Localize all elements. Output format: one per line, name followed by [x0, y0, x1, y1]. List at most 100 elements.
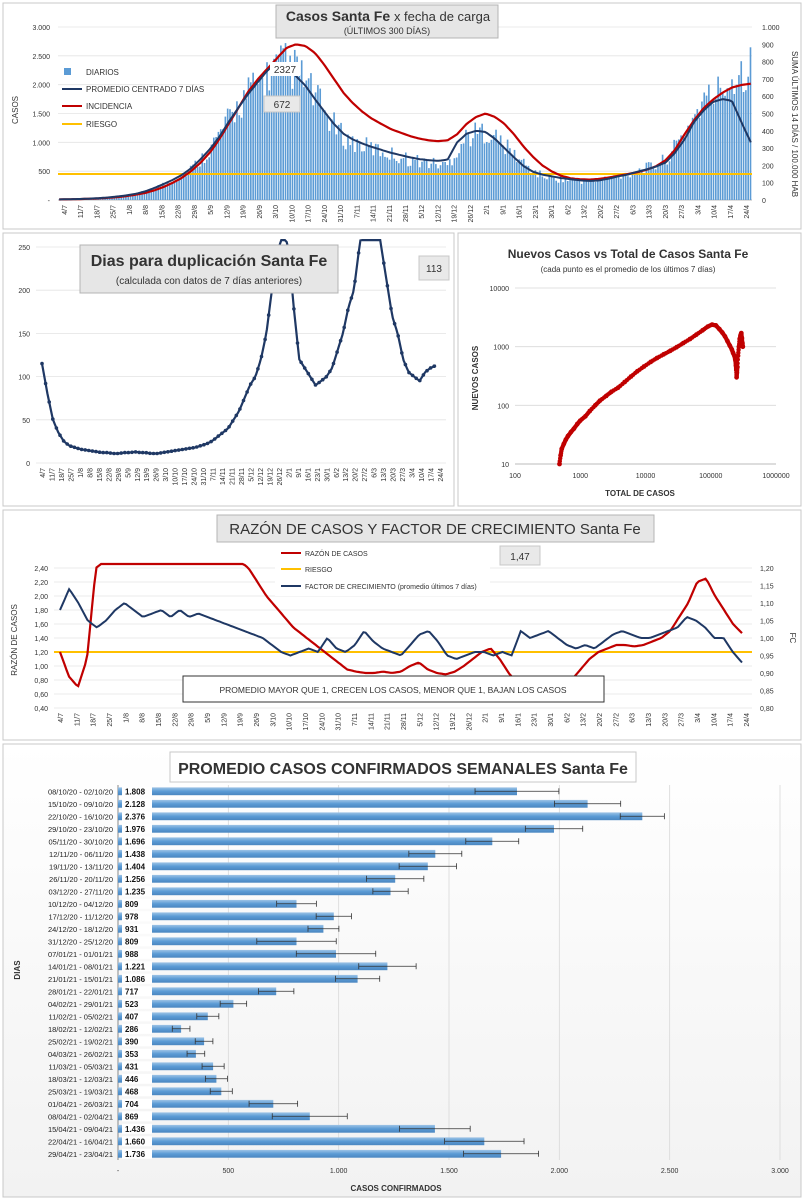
- x-tick-label: 13/2: [581, 713, 588, 727]
- y-tick-label: 0,60: [34, 692, 48, 699]
- x-tick-label: 8/8: [143, 205, 150, 215]
- x-tick-label: 17/10: [182, 468, 189, 486]
- x-tick-label: 5/9: [125, 468, 132, 478]
- x-tick-label: 28/11: [403, 205, 410, 222]
- data-point: [148, 451, 152, 456]
- data-point: [410, 373, 415, 378]
- x-tick-label: 23/1: [532, 713, 539, 727]
- x-tick-label: 15/8: [97, 468, 104, 482]
- bar: [136, 194, 139, 200]
- bar: [180, 176, 183, 200]
- bar: [145, 190, 148, 200]
- bar: [118, 974, 358, 983]
- data-point: [241, 398, 246, 403]
- data-point: [69, 444, 73, 449]
- y-tick-label: 50: [22, 418, 30, 425]
- bar: [714, 98, 717, 200]
- bar: [118, 1149, 502, 1158]
- bar: [171, 183, 173, 200]
- x-tick-label: 15/8: [156, 713, 163, 727]
- data-point: [227, 425, 231, 429]
- bar: [157, 185, 160, 200]
- data-point: [421, 373, 426, 377]
- value-label-bg: [122, 1048, 152, 1059]
- bar: [141, 191, 143, 200]
- x-tick-label: 20/2: [597, 713, 604, 727]
- bar: [448, 159, 451, 200]
- x-tick-label: 11/7: [49, 468, 56, 481]
- x-tick-label: 28/11: [239, 468, 246, 485]
- bar: [284, 43, 287, 200]
- bar: [622, 176, 625, 200]
- x-tick-label: 10/4: [419, 468, 426, 482]
- x-tick-label: 27/3: [400, 468, 407, 482]
- y-tick-label: 0,40: [34, 706, 48, 713]
- bar: [728, 88, 731, 200]
- x-tick-label: -: [117, 1168, 120, 1175]
- value-label: 2.376: [125, 812, 146, 821]
- bar: [263, 97, 266, 200]
- y-tick-label: 100: [18, 375, 30, 382]
- value-label: 1.256: [125, 875, 146, 884]
- y-tick-label: 10000: [490, 286, 510, 293]
- chart-razon-annotation: 1,47: [510, 552, 530, 563]
- chart-casos-y2-ticks: 0 100 200 300 400 500 600 700 800 900 1.000: [762, 25, 780, 205]
- value-label-bg: [122, 836, 152, 847]
- x-tick-label: 15/8: [159, 205, 166, 219]
- x-tick-label: 31/10: [201, 468, 208, 486]
- x-tick-label: 8/8: [87, 468, 94, 478]
- bar: [118, 1124, 435, 1133]
- x-tick-label: 2/1: [286, 468, 293, 478]
- y-tick-label: -: [48, 198, 51, 205]
- data-point: [385, 284, 390, 288]
- bar: [680, 135, 682, 200]
- bar: [661, 154, 664, 200]
- y2-tick-label: 0,95: [760, 654, 774, 661]
- bar: [351, 136, 354, 200]
- bar: [330, 119, 333, 200]
- bar: [407, 166, 409, 200]
- x-tick-label: 13/2: [343, 468, 350, 482]
- bar: [118, 1012, 208, 1021]
- bar: [613, 175, 615, 200]
- bar: [120, 195, 123, 200]
- value-label-bg: [122, 1148, 152, 1159]
- bar: [118, 1062, 214, 1071]
- data-point: [266, 313, 271, 317]
- bar: [444, 162, 446, 200]
- bar: [562, 182, 564, 200]
- bar: [300, 60, 303, 200]
- x-tick-label: 1.000: [330, 1168, 348, 1175]
- legend-label-riesgo: RIESGO: [86, 120, 117, 129]
- y-tick-label: 1,60: [34, 622, 48, 629]
- x-tick-label: 19/9: [144, 468, 151, 482]
- bar: [534, 170, 537, 200]
- data-point: [79, 447, 84, 452]
- bar: [673, 139, 675, 200]
- bar: [118, 999, 234, 1008]
- chart-duplicacion-annotation: 113: [426, 264, 442, 275]
- x-tick-label: 24/10: [192, 468, 199, 486]
- value-label-bg: [122, 911, 152, 922]
- chart-razon-panel: 0,40 0,60 0,80 1,00 1,20 1,40 1,60 1,80 2,00 2,20…: [2, 509, 802, 741]
- bar: [233, 122, 236, 200]
- bar: [476, 134, 479, 200]
- bar: [150, 189, 153, 200]
- legend-label-fc: FACTOR DE CRECIMIENTO (promedio últimos …: [305, 584, 477, 591]
- data-point: [735, 361, 740, 366]
- y2-tick-label: 1.000: [762, 25, 780, 32]
- data-point: [259, 354, 264, 359]
- bar: [324, 110, 326, 200]
- bar: [305, 80, 308, 200]
- value-label: 407: [125, 1012, 139, 1021]
- bar: [439, 165, 442, 200]
- data-point: [238, 407, 242, 411]
- bar: [201, 153, 204, 200]
- bar: [455, 157, 458, 200]
- y2-tick-label: 400: [762, 129, 774, 136]
- x-tick-label: 14/11: [371, 205, 378, 222]
- y2-tick-label: 500: [762, 112, 774, 119]
- bar: [435, 164, 437, 200]
- x-tick-label: 16/1: [305, 468, 312, 482]
- bar: [548, 175, 551, 200]
